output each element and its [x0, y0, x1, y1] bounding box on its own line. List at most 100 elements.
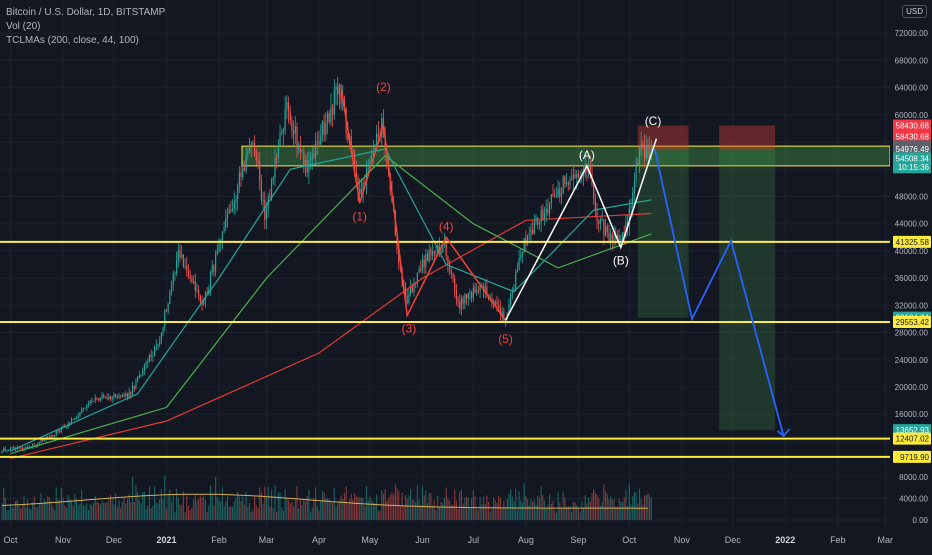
candle[interactable]: [143, 364, 146, 371]
candle[interactable]: [26, 446, 29, 448]
candle[interactable]: [9, 448, 12, 450]
candle[interactable]: [147, 362, 149, 364]
candle[interactable]: [121, 395, 123, 397]
candle[interactable]: [316, 141, 318, 143]
resistance-zone[interactable]: [241, 145, 891, 167]
candle[interactable]: [123, 395, 125, 396]
candle[interactable]: [20, 446, 22, 448]
candle[interactable]: [355, 172, 357, 178]
candle[interactable]: [569, 178, 571, 185]
projection-path[interactable]: [653, 148, 785, 437]
candle[interactable]: [528, 234, 530, 236]
candle[interactable]: [264, 199, 266, 220]
candle[interactable]: [371, 154, 373, 162]
candle[interactable]: [494, 301, 496, 304]
candle[interactable]: [69, 422, 71, 424]
candle[interactable]: [208, 288, 210, 293]
symbol-title[interactable]: Bitcoin / U.S. Dollar, 1D, BITSTAMP: [6, 7, 166, 18]
candle[interactable]: [248, 144, 251, 152]
candle[interactable]: [411, 286, 413, 293]
candle[interactable]: [576, 174, 578, 179]
candle[interactable]: [606, 225, 608, 233]
candle[interactable]: [430, 249, 432, 256]
candle[interactable]: [447, 255, 449, 265]
candle[interactable]: [499, 307, 502, 316]
candle[interactable]: [464, 294, 466, 304]
candle[interactable]: [423, 259, 425, 268]
candle[interactable]: [21, 447, 23, 450]
candle[interactable]: [94, 397, 96, 402]
candle[interactable]: [628, 207, 630, 227]
currency-badge[interactable]: USD: [902, 5, 927, 18]
candle[interactable]: [77, 415, 79, 418]
candle[interactable]: [533, 221, 535, 234]
candle[interactable]: [559, 188, 561, 197]
candle[interactable]: [92, 401, 95, 402]
candle[interactable]: [57, 430, 59, 432]
candle[interactable]: [237, 185, 239, 200]
candle[interactable]: [247, 151, 249, 155]
candle[interactable]: [476, 290, 478, 293]
candle[interactable]: [448, 264, 451, 270]
candle[interactable]: [404, 286, 407, 296]
candle[interactable]: [362, 182, 364, 194]
candle[interactable]: [433, 250, 435, 254]
candle[interactable]: [99, 397, 101, 401]
candle[interactable]: [549, 203, 551, 214]
candle[interactable]: [467, 293, 469, 299]
candle[interactable]: [187, 270, 190, 277]
candle[interactable]: [157, 344, 159, 346]
candle[interactable]: [359, 188, 361, 195]
candle[interactable]: [308, 160, 310, 173]
candle[interactable]: [86, 404, 88, 408]
candle[interactable]: [240, 172, 242, 178]
candle[interactable]: [369, 161, 371, 168]
candle[interactable]: [277, 145, 279, 159]
candle[interactable]: [421, 259, 424, 271]
candle[interactable]: [269, 196, 271, 198]
candle[interactable]: [603, 219, 605, 236]
wave-label[interactable]: (1): [352, 209, 367, 223]
candle[interactable]: [162, 327, 164, 334]
candle[interactable]: [338, 85, 340, 95]
candle[interactable]: [313, 153, 315, 157]
price-axis-tag[interactable]: [893, 235, 931, 248]
candle[interactable]: [398, 250, 400, 264]
candle[interactable]: [3, 448, 5, 453]
candle[interactable]: [98, 398, 100, 401]
candle[interactable]: [209, 271, 212, 289]
candle[interactable]: [242, 168, 244, 178]
candle[interactable]: [79, 412, 81, 416]
candle[interactable]: [323, 121, 325, 135]
candle[interactable]: [70, 419, 73, 423]
candle[interactable]: [325, 122, 327, 135]
candle[interactable]: [511, 289, 513, 295]
candle[interactable]: [228, 209, 230, 214]
candle[interactable]: [255, 153, 257, 161]
candle[interactable]: [555, 196, 557, 198]
candle[interactable]: [520, 255, 522, 259]
candle[interactable]: [184, 265, 186, 267]
candle[interactable]: [560, 193, 563, 197]
candle[interactable]: [47, 436, 49, 439]
candle[interactable]: [167, 303, 169, 312]
candle[interactable]: [649, 147, 651, 159]
candle[interactable]: [408, 294, 410, 304]
candle[interactable]: [96, 397, 98, 399]
price-axis-tag[interactable]: [893, 130, 931, 143]
candle[interactable]: [357, 177, 359, 195]
candle[interactable]: [565, 182, 568, 185]
candle[interactable]: [523, 238, 525, 252]
price-axis-tag[interactable]: [893, 143, 931, 156]
candle[interactable]: [521, 251, 524, 256]
candle[interactable]: [270, 179, 273, 198]
candle[interactable]: [231, 208, 234, 211]
candle[interactable]: [265, 209, 268, 220]
candle[interactable]: [486, 286, 488, 296]
candle[interactable]: [216, 250, 218, 254]
candle[interactable]: [170, 284, 173, 293]
candle[interactable]: [1, 452, 3, 453]
moving-averages-indicator-label[interactable]: TCLMAs (200, close, 44, 100): [6, 35, 139, 46]
candle[interactable]: [291, 120, 293, 132]
price-axis-tag[interactable]: [893, 315, 931, 328]
